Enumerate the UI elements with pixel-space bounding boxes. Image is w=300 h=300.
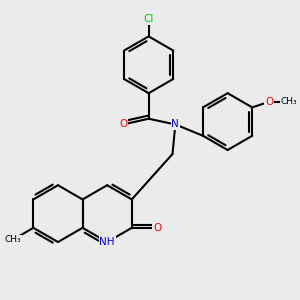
- Text: O: O: [153, 223, 161, 233]
- Text: Cl: Cl: [143, 14, 154, 24]
- Text: CH₃: CH₃: [281, 97, 298, 106]
- Text: N: N: [172, 119, 179, 129]
- Text: O: O: [119, 119, 127, 129]
- Text: CH₃: CH₃: [4, 235, 21, 244]
- Text: NH: NH: [99, 237, 115, 247]
- Text: O: O: [265, 97, 273, 107]
